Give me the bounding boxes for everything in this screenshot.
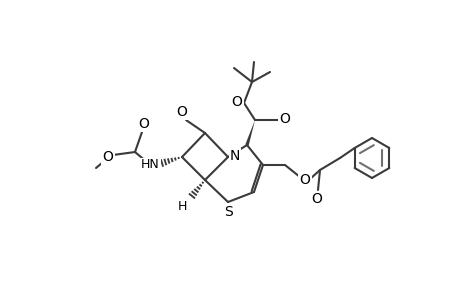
Text: O: O xyxy=(299,173,310,187)
Text: O: O xyxy=(138,117,149,131)
Polygon shape xyxy=(245,120,254,146)
Text: H: H xyxy=(177,200,186,212)
Text: O: O xyxy=(231,95,242,109)
Text: O: O xyxy=(176,105,187,119)
Text: O: O xyxy=(311,192,322,206)
Text: S: S xyxy=(224,205,233,219)
Text: HN: HN xyxy=(141,158,160,172)
Text: N: N xyxy=(230,149,240,163)
Text: O: O xyxy=(279,112,290,126)
Text: O: O xyxy=(102,150,113,164)
